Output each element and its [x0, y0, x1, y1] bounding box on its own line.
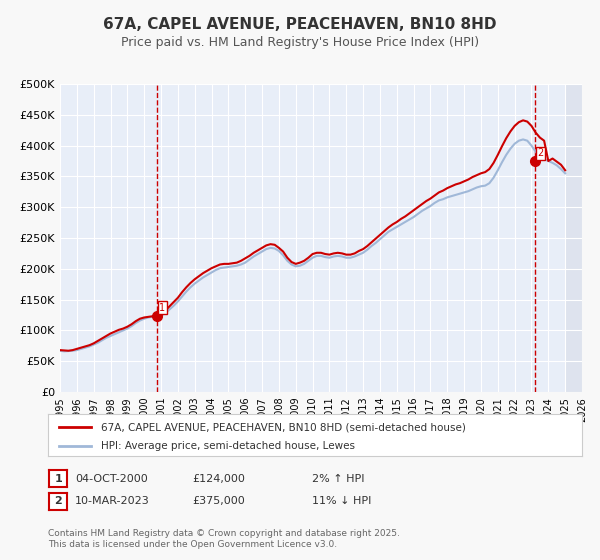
Text: Contains HM Land Registry data © Crown copyright and database right 2025.
This d: Contains HM Land Registry data © Crown c…	[48, 529, 400, 549]
Text: 1: 1	[55, 474, 62, 484]
Text: 2: 2	[55, 496, 62, 506]
Text: 2: 2	[537, 148, 544, 158]
Text: 11% ↓ HPI: 11% ↓ HPI	[312, 496, 371, 506]
Text: HPI: Average price, semi-detached house, Lewes: HPI: Average price, semi-detached house,…	[101, 441, 355, 451]
Text: 04-OCT-2000: 04-OCT-2000	[75, 474, 148, 484]
Text: 67A, CAPEL AVENUE, PEACEHAVEN, BN10 8HD: 67A, CAPEL AVENUE, PEACEHAVEN, BN10 8HD	[103, 17, 497, 32]
Text: 2% ↑ HPI: 2% ↑ HPI	[312, 474, 365, 484]
Bar	[565, 84, 582, 392]
Text: 1: 1	[160, 303, 166, 312]
Text: £124,000: £124,000	[192, 474, 245, 484]
Text: Price paid vs. HM Land Registry's House Price Index (HPI): Price paid vs. HM Land Registry's House …	[121, 36, 479, 49]
Text: £375,000: £375,000	[192, 496, 245, 506]
Text: 10-MAR-2023: 10-MAR-2023	[75, 496, 150, 506]
Text: 67A, CAPEL AVENUE, PEACEHAVEN, BN10 8HD (semi-detached house): 67A, CAPEL AVENUE, PEACEHAVEN, BN10 8HD …	[101, 422, 466, 432]
